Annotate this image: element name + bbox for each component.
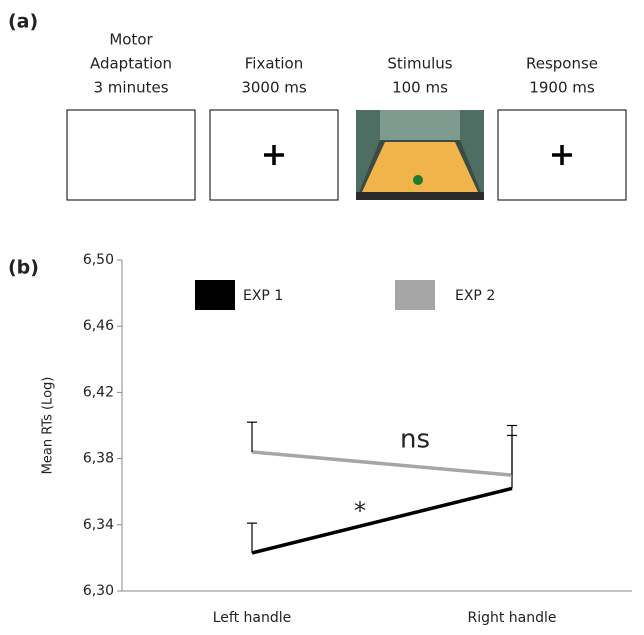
y-tick-label: 6,42 [83, 384, 114, 400]
step-title: 3000 ms [241, 79, 307, 97]
y-tick-label: 6,30 [83, 583, 114, 599]
step-title: 3 minutes [93, 79, 168, 97]
step-title: Adaptation [90, 55, 172, 73]
step-title: 1900 ms [529, 79, 595, 97]
frame [67, 110, 195, 200]
x-tick-label: Right handle [467, 610, 556, 626]
step-title: Fixation [245, 55, 304, 73]
step-title: Response [526, 55, 598, 73]
legend-label: EXP 2 [455, 288, 495, 304]
y-tick-label: 6,50 [83, 252, 114, 268]
frames [67, 110, 626, 200]
error-bar [247, 523, 257, 553]
x-tick-label: Left handle [213, 610, 292, 626]
panel-label: (a) [8, 11, 38, 33]
y-tick-label: 6,34 [83, 517, 114, 533]
figure: (a) (b) Motor Adaptation 3 minutes Fixation… [0, 0, 644, 631]
series-line [252, 488, 512, 553]
panel-label: (b) [8, 257, 39, 279]
stimulus-image [356, 110, 484, 200]
step-title: Stimulus [387, 55, 452, 73]
legend-swatch [195, 280, 235, 310]
y-tick-label: 6,38 [83, 451, 114, 467]
annotation: ns [400, 425, 430, 455]
legend-swatch [395, 280, 435, 310]
step-title: Motor [109, 31, 153, 49]
y-axis-label: Mean RTs (Log) [41, 377, 56, 475]
y-tick-label: 6,46 [83, 318, 114, 334]
legend-label: EXP 1 [243, 288, 283, 304]
series-line [252, 452, 512, 475]
error-bar [247, 422, 257, 452]
step-title: 100 ms [392, 79, 448, 97]
annotation: * [354, 497, 366, 525]
error-bar [507, 426, 517, 476]
